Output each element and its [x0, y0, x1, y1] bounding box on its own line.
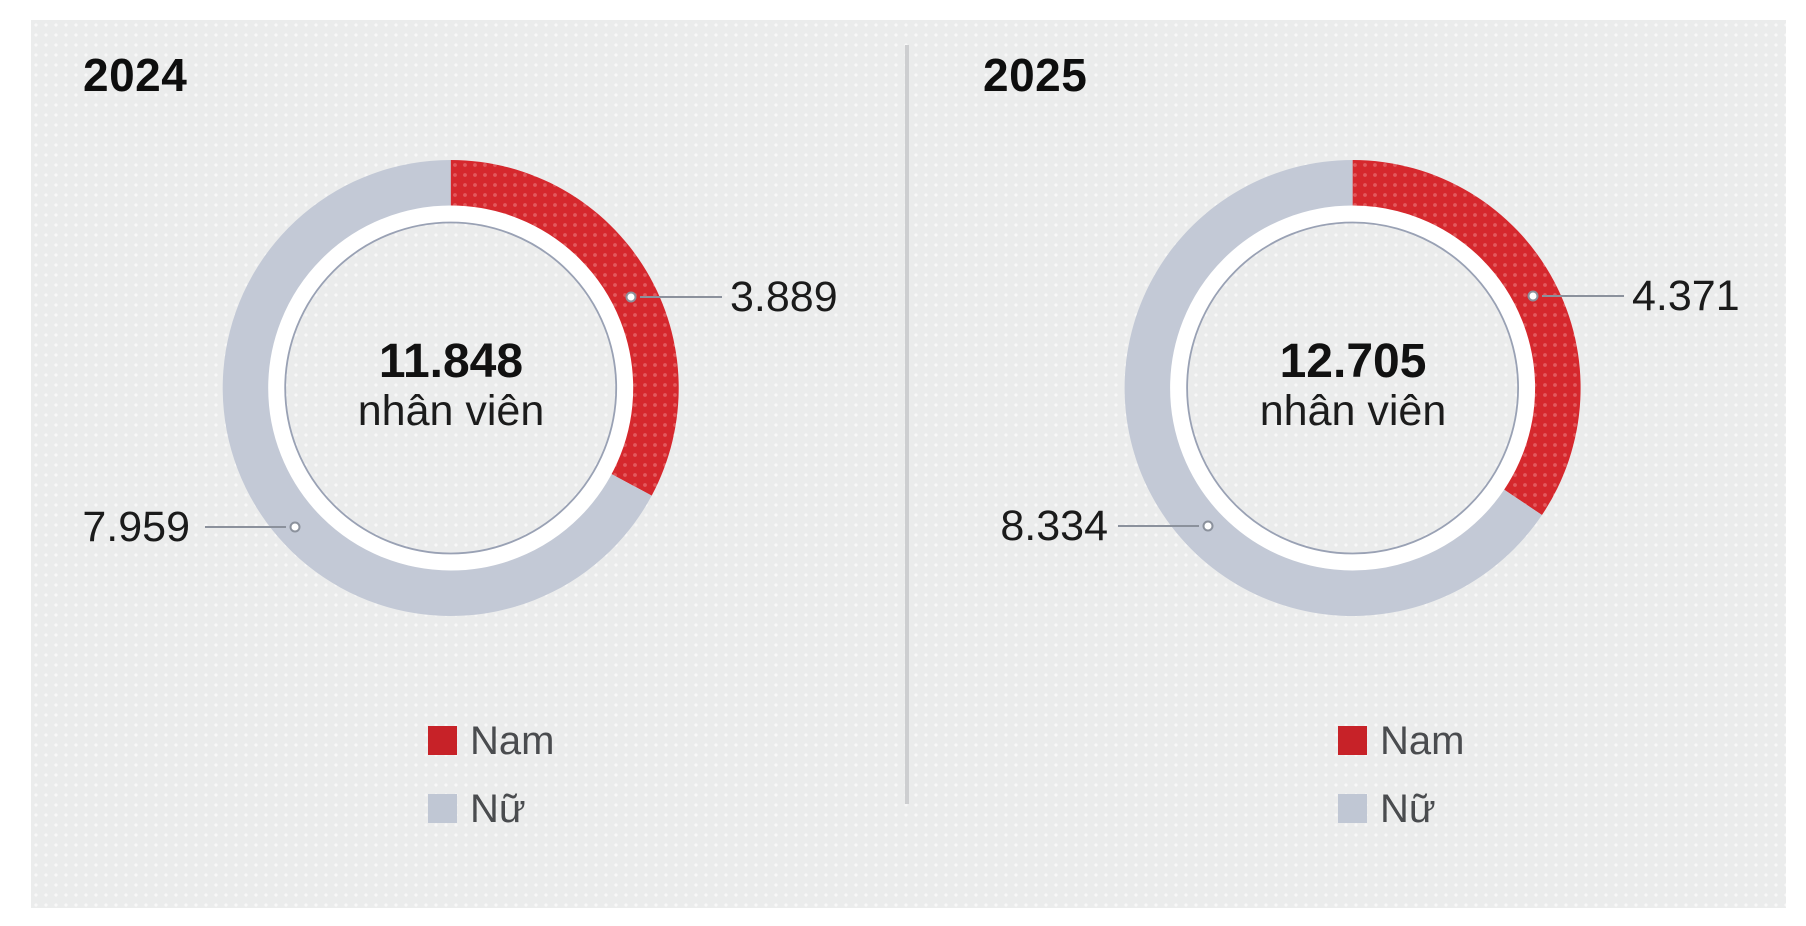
legend-item-male: Nam: [1338, 721, 1464, 761]
legend-item-female: Nữ: [428, 789, 554, 829]
chart-title-2024: 2024: [83, 49, 188, 101]
chart-divider-line: [905, 45, 909, 804]
donut-2025-male-segment: [1352, 160, 1581, 516]
donut-2024-male-segment: [450, 160, 679, 496]
leader-dot-2025-female: [1202, 520, 1214, 532]
legend-label-male: Nam: [1380, 718, 1465, 763]
leader-dot-2024-male: [625, 291, 637, 303]
legend-swatch-female-icon: [1338, 794, 1367, 823]
donut-2024-white-gap-ring: [268, 205, 634, 571]
donut-2025-center-text: 12.705 nhân viên: [1152, 335, 1554, 435]
callout-value-2025-male: 4.371: [1632, 272, 1740, 320]
total-employees-2024: 11.848: [378, 335, 524, 388]
callout-value-2024-male: 3.889: [730, 273, 838, 321]
legend-swatch-male-icon: [1338, 726, 1367, 755]
center-unit-label-2024: nhân viên: [357, 387, 545, 435]
legend-item-female: Nữ: [1338, 789, 1464, 829]
donut-2025-inner-ring: [1186, 221, 1519, 555]
donut-chart-2024: [205, 160, 722, 616]
legend-2025: Nam Nữ: [1338, 721, 1464, 829]
legend-swatch-male-icon: [428, 726, 457, 755]
legend-item-male: Nam: [428, 721, 554, 761]
legend-label-female: Nữ: [1380, 786, 1436, 831]
donut-2024-center-text: 11.848 nhân viên: [250, 335, 652, 435]
callout-value-2024-female: 7.959: [82, 503, 190, 551]
legend-swatch-female-icon: [428, 794, 457, 823]
donut-2024-inner-ring: [284, 221, 618, 555]
total-employees-2025: 12.705: [1279, 335, 1427, 388]
legend-label-male: Nam: [470, 718, 555, 763]
chart-title-2025: 2025: [983, 49, 1088, 101]
donut-chart-2025: [1118, 160, 1624, 617]
callout-value-2025-female: 8.334: [1000, 502, 1108, 550]
legend-label-female: Nữ: [470, 786, 526, 831]
center-unit-label-2025: nhân viên: [1259, 387, 1447, 435]
leader-dot-2025-male: [1527, 290, 1539, 302]
legend-2024: Nam Nữ: [428, 721, 554, 829]
leader-dot-2024-female: [289, 521, 301, 533]
donut-2025-white-gap-ring: [1170, 205, 1536, 571]
